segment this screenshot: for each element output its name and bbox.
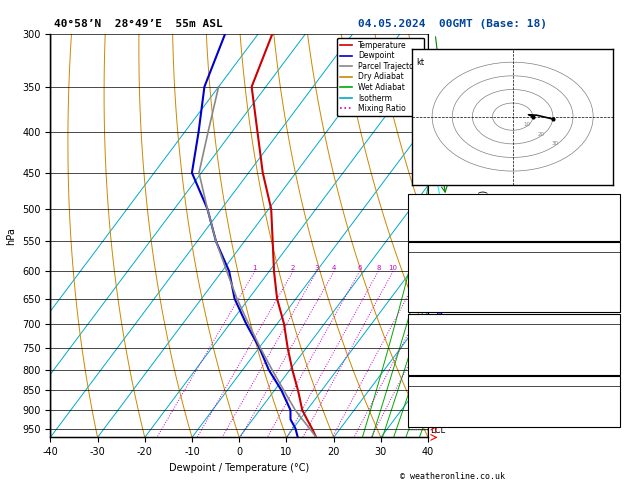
Text: CIN (J): CIN (J) (411, 366, 448, 375)
Text: CAPE (J): CAPE (J) (411, 294, 454, 303)
Text: CAPE (J): CAPE (J) (411, 356, 454, 365)
Text: Temp (°C): Temp (°C) (411, 254, 459, 262)
Text: 176: 176 (601, 294, 617, 303)
Text: θₑ (K): θₑ (K) (411, 336, 443, 345)
Text: 12.4: 12.4 (596, 264, 617, 273)
Text: 85: 85 (606, 304, 617, 313)
Text: 3: 3 (314, 265, 319, 271)
Text: Dewp (°C): Dewp (°C) (411, 264, 459, 273)
Text: 53: 53 (606, 214, 617, 224)
X-axis label: Dewpoint / Temperature (°C): Dewpoint / Temperature (°C) (169, 463, 309, 473)
Y-axis label: hPa: hPa (6, 227, 16, 244)
Text: Surface: Surface (495, 243, 533, 252)
Text: K: K (411, 199, 416, 208)
Text: kt: kt (416, 58, 424, 67)
Text: Hodograph: Hodograph (490, 377, 538, 386)
Text: 1: 1 (253, 265, 257, 271)
Text: -1: -1 (606, 284, 617, 293)
Text: 40°58’N  28°49’E  55m ASL: 40°58’N 28°49’E 55m ASL (54, 19, 223, 30)
Text: SREH: SREH (411, 398, 432, 407)
Text: 315: 315 (601, 274, 617, 283)
Text: Most Unstable: Most Unstable (479, 314, 549, 324)
Text: EH: EH (411, 388, 421, 397)
Text: PW (cm): PW (cm) (411, 230, 448, 239)
Text: 28: 28 (606, 366, 617, 375)
Text: 25: 25 (424, 321, 433, 328)
Text: 315: 315 (601, 336, 617, 345)
Y-axis label: Mixing Ratio (g/kg): Mixing Ratio (g/kg) (479, 190, 489, 282)
Text: © weatheronline.co.uk: © weatheronline.co.uk (401, 472, 505, 481)
Text: 20: 20 (423, 291, 432, 296)
Text: 267°: 267° (596, 408, 617, 417)
Text: 30: 30 (552, 141, 559, 146)
Text: 196: 196 (601, 356, 617, 365)
Text: 8: 8 (376, 265, 381, 271)
Text: 21: 21 (606, 418, 617, 428)
Text: 16.3: 16.3 (596, 254, 617, 262)
Text: -9: -9 (606, 388, 617, 397)
Text: CIN (J): CIN (J) (411, 304, 448, 313)
Text: 2.18: 2.18 (596, 230, 617, 239)
Text: 10: 10 (389, 265, 398, 271)
Text: 28: 28 (606, 199, 617, 208)
Text: 16: 16 (606, 398, 617, 407)
Text: StmDir: StmDir (411, 408, 443, 417)
Text: 10: 10 (523, 122, 530, 127)
Text: 900: 900 (601, 326, 617, 335)
Text: Lifted Index: Lifted Index (411, 346, 476, 355)
Text: 20: 20 (537, 132, 544, 137)
Text: -1: -1 (606, 346, 617, 355)
Text: 04.05.2024  00GMT (Base: 18): 04.05.2024 00GMT (Base: 18) (359, 19, 547, 30)
Text: Lifted Index: Lifted Index (411, 284, 476, 293)
Text: 4: 4 (332, 265, 337, 271)
Text: 15: 15 (416, 265, 425, 271)
Text: θₑ(K): θₑ(K) (411, 274, 438, 283)
Legend: Temperature, Dewpoint, Parcel Trajectory, Dry Adiabat, Wet Adiabat, Isotherm, Mi: Temperature, Dewpoint, Parcel Trajectory… (337, 38, 425, 116)
Text: 6: 6 (357, 265, 362, 271)
Text: 2: 2 (291, 265, 295, 271)
Text: LCL: LCL (430, 426, 445, 435)
Text: Pressure (mb): Pressure (mb) (411, 326, 481, 335)
Text: Totals Totals: Totals Totals (411, 214, 481, 224)
Text: StmSpd (kt): StmSpd (kt) (411, 418, 470, 428)
